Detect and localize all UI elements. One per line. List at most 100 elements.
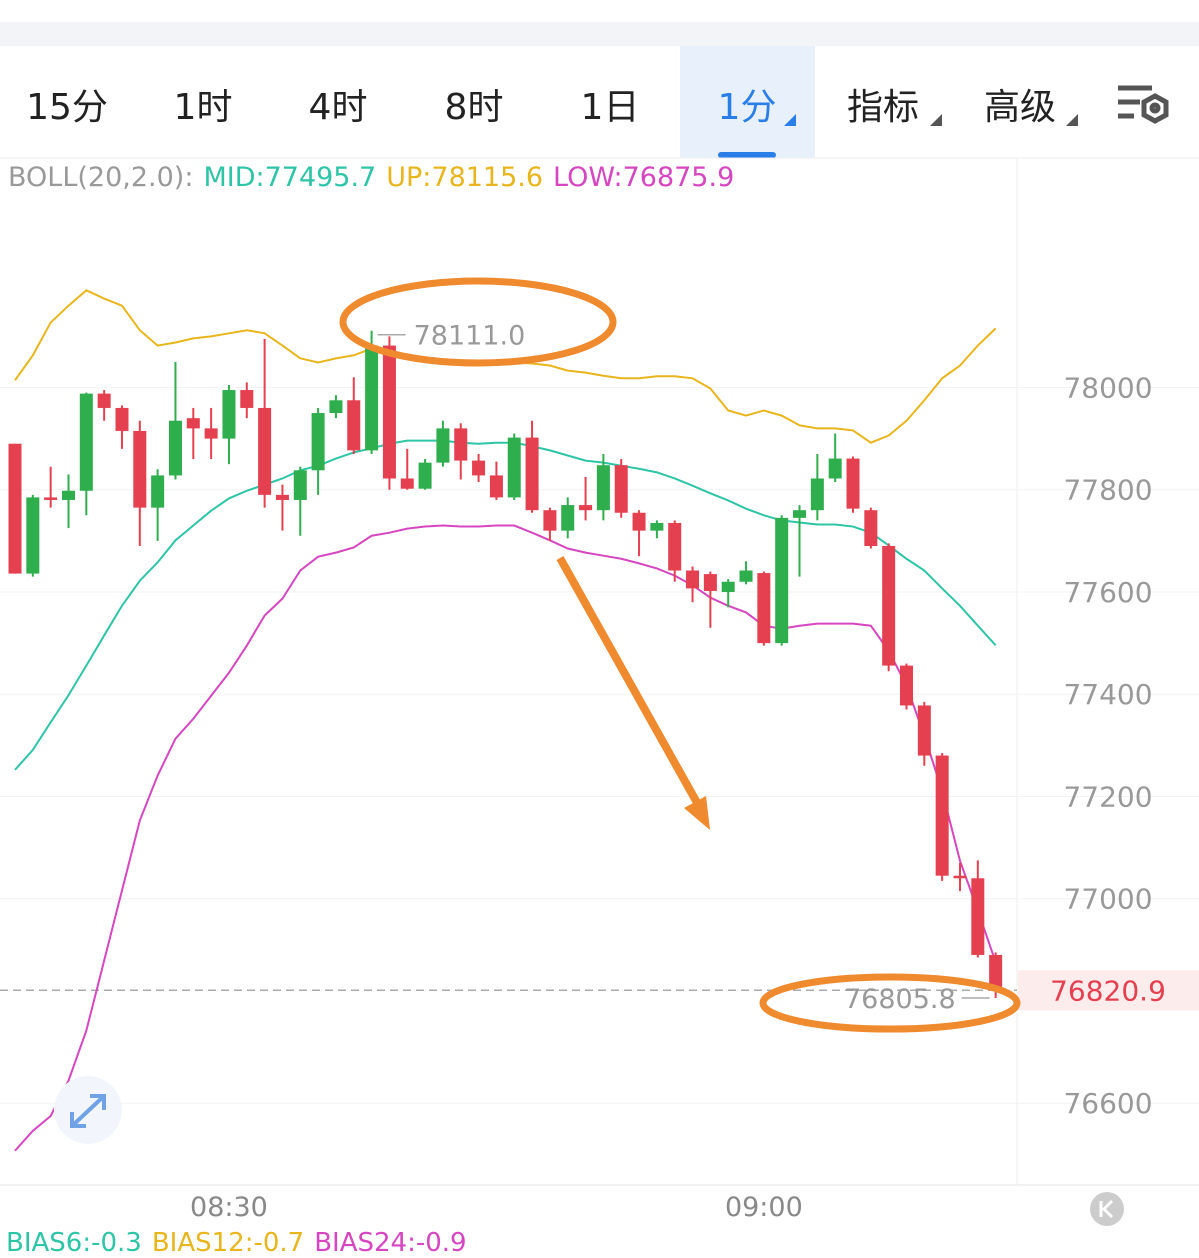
indicator-value: LOW:76875.9 xyxy=(553,162,735,193)
candle-body xyxy=(454,428,468,461)
candle-body xyxy=(721,581,735,592)
candle-body xyxy=(311,413,325,471)
bias-value: BIAS24:-0.9 xyxy=(314,1228,467,1258)
candle-body xyxy=(329,400,343,414)
tab[interactable]: 15分 xyxy=(26,87,108,128)
candle-body xyxy=(596,465,610,511)
candle-body xyxy=(61,490,75,500)
candle-body xyxy=(579,505,593,511)
candle-body xyxy=(44,497,58,500)
candle-body xyxy=(151,475,165,508)
candle-body xyxy=(222,390,236,439)
candle-body xyxy=(168,420,182,476)
candle-body xyxy=(864,510,878,546)
candle-body xyxy=(418,462,432,489)
candle-body xyxy=(258,407,272,495)
candle-body xyxy=(204,428,218,439)
candle-body xyxy=(8,443,22,574)
expand-button[interactable] xyxy=(54,1076,122,1144)
tab[interactable]: 1时 xyxy=(173,87,233,128)
candle-body xyxy=(365,345,379,451)
candle-body xyxy=(240,390,254,408)
boll-line xyxy=(14,524,997,1152)
candle-body xyxy=(525,437,539,511)
candle-body xyxy=(668,522,682,571)
dropdown-marker xyxy=(784,114,796,126)
highlight-circle xyxy=(339,277,617,367)
candle-body xyxy=(293,470,307,500)
active-tab-bg xyxy=(680,46,815,158)
candle-body xyxy=(846,458,860,509)
tab[interactable]: 4时 xyxy=(308,87,368,128)
indicator-header: BOLL(20,2.0): MID:77495.7 UP:78115.6 LOW:76… xyxy=(8,162,734,193)
y-tick-label: 77000 xyxy=(1063,883,1152,916)
candle-body xyxy=(97,393,111,408)
y-tick-label: 77800 xyxy=(1063,474,1152,507)
candle-body xyxy=(828,458,842,479)
tab[interactable]: 8时 xyxy=(444,87,504,128)
candle-body xyxy=(382,345,396,479)
tab[interactable]: 1分 xyxy=(717,87,777,128)
candle-body xyxy=(115,407,129,431)
candle-body xyxy=(793,510,807,518)
candle-body xyxy=(810,478,824,511)
candle-body xyxy=(133,430,147,508)
y-tick-label: 77400 xyxy=(1063,678,1152,711)
y-tick-label: 76600 xyxy=(1063,1087,1152,1120)
x-tick-label: 08:30 xyxy=(190,1192,268,1223)
boll-line xyxy=(14,439,997,771)
candle-body xyxy=(507,437,521,498)
tab[interactable]: 指标 xyxy=(846,87,920,128)
tab[interactable]: 1日 xyxy=(580,87,640,128)
candle-body xyxy=(650,522,664,531)
settings-icon[interactable] xyxy=(1118,85,1169,124)
bias-value: BIAS12:-0.7 xyxy=(151,1228,305,1258)
dropdown-marker xyxy=(930,114,1078,126)
indicator-value: MID:77495.7 xyxy=(203,162,377,193)
tab[interactable]: 高级 xyxy=(983,87,1057,128)
bias-value: BIAS6:-0.3 xyxy=(6,1228,142,1258)
candle-body xyxy=(186,418,200,429)
candle-body xyxy=(935,755,949,876)
highlight-circle xyxy=(759,973,1021,1033)
candle-body xyxy=(739,570,753,582)
candle-body xyxy=(561,505,575,531)
candle-body xyxy=(472,460,486,476)
trend-arrow xyxy=(556,556,704,810)
candle-body xyxy=(882,545,896,666)
high-marker-label: 78111.0 xyxy=(414,321,526,352)
candle-body xyxy=(347,400,361,451)
y-tick-label: 77200 xyxy=(1063,780,1152,813)
last-price-label: 76820.9 xyxy=(1050,974,1166,1007)
candle-body xyxy=(775,517,789,644)
trend-arrow-head xyxy=(684,796,710,830)
top-strip xyxy=(0,22,1199,46)
last-price-box xyxy=(1018,970,1199,1011)
low-marker-label: 76805.8 xyxy=(844,984,956,1015)
candle-body xyxy=(275,494,289,500)
candle-body xyxy=(614,465,628,513)
active-underline xyxy=(718,152,776,158)
candle-body xyxy=(543,510,557,531)
candle-body xyxy=(79,393,93,491)
boll-line xyxy=(14,289,997,444)
candle-body xyxy=(757,573,771,644)
indicator-label: BOLL(20,2.0): xyxy=(8,162,194,193)
candle-body xyxy=(26,497,40,574)
candle-body xyxy=(917,705,931,756)
candle-body xyxy=(436,428,450,463)
x-tick-label: 09:00 xyxy=(725,1192,803,1223)
candle-body xyxy=(900,665,913,706)
candle-body xyxy=(989,954,1003,991)
y-tick-label: 77600 xyxy=(1063,576,1152,609)
candle-body xyxy=(489,475,503,498)
reset-button[interactable] xyxy=(1090,1192,1124,1226)
candle-body xyxy=(686,570,700,589)
candle-body xyxy=(971,878,985,955)
candle-body xyxy=(703,574,717,591)
y-tick-label: 78000 xyxy=(1063,371,1152,404)
candle-body xyxy=(400,478,414,489)
bias-header: BIAS6:-0.3 BIAS12:-0.7 BIAS24:-0.9 xyxy=(6,1228,477,1258)
